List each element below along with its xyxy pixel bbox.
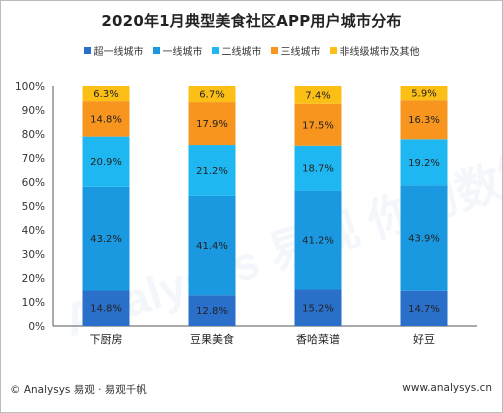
data-label: 14.8% [90,114,122,125]
category-label: 好豆 [413,332,435,346]
y-tick-label: 80% [22,129,45,141]
data-label: 6.3% [93,89,118,100]
y-tick-label: 10% [22,297,45,309]
data-label: 7.4% [305,90,330,101]
legend-item: 一线城市 [152,43,203,58]
data-label: 12.8% [196,306,228,317]
bar-segment [294,289,342,326]
data-label: 21.2% [196,166,228,177]
data-label: 15.2% [302,303,334,314]
bar-segment [400,139,448,186]
bar-segment [188,102,236,146]
legend-item: 非线级城市及其他 [329,43,420,58]
y-tick-label: 100% [15,81,45,93]
data-label: 14.7% [408,304,440,315]
chart-title: 2020年1月典型美食社区APP用户城市分布 [101,12,402,30]
bar-segment [82,86,130,102]
footer-site: www.analysys.cn [402,382,492,394]
bar-segment [400,86,448,101]
category-label: 香哈菜谱 [296,332,340,346]
data-label: 41.2% [302,236,334,247]
data-label: 17.5% [302,120,334,131]
y-tick-label: 90% [22,105,45,117]
data-label: 18.7% [302,164,334,175]
legend-swatch [152,47,160,54]
footer-source: © Analysys 易观 · 易观千帆 [10,384,147,396]
data-label: 6.7% [199,90,224,101]
bar-segment [188,295,236,326]
y-tick-label: 70% [22,153,45,165]
legend-swatch [211,47,219,54]
y-tick-label: 30% [22,249,45,261]
y-tick-label: 20% [22,273,45,285]
legend-label: 超一线城市 [93,47,144,58]
legend-label: 二线城市 [221,47,262,58]
legend-swatch [83,47,91,54]
data-label: 17.9% [196,119,228,130]
y-tick-label: 0% [28,321,45,333]
category-label: 下厨房 [90,333,123,346]
bar-segment [400,290,448,326]
bar-segment [82,290,130,326]
y-tick-label: 50% [22,201,45,213]
legend-label: 一线城市 [162,47,203,58]
chart-legend: 超一线城市 一线城市 二线城市 三线城市 非线级城市及其他 [1,43,502,58]
bar-segment [294,86,342,104]
data-label: 19.2% [408,158,440,169]
y-tick-label: 60% [22,177,45,189]
data-label: 43.9% [408,234,440,245]
bar-segment [400,185,448,291]
bar-segment [294,190,342,290]
data-label: 14.8% [90,304,122,315]
data-label: 5.9% [411,89,436,100]
bar-segment [188,195,236,296]
bar-segment [294,103,342,146]
category-label: 豆果美食 [190,332,234,346]
bar-segment [82,136,130,187]
bar-segment [82,101,130,137]
bar-segment [188,145,236,196]
legend-item: 三线城市 [270,43,321,58]
data-label: 43.2% [90,234,122,245]
bar-segment [188,86,236,103]
bar-segment [82,186,130,291]
data-label: 20.9% [90,157,122,168]
data-label: 41.4% [196,241,228,252]
legend-label: 非线级城市及其他 [339,47,420,58]
y-tick-label: 40% [22,225,45,237]
data-label: 16.3% [408,115,440,126]
legend-label: 三线城市 [280,47,321,58]
bar-segment [294,145,342,191]
bar-segment [400,100,448,140]
legend-item: 超一线城市 [83,43,144,58]
legend-swatch [270,47,278,54]
legend-item: 二线城市 [211,43,262,58]
legend-swatch [329,47,337,54]
